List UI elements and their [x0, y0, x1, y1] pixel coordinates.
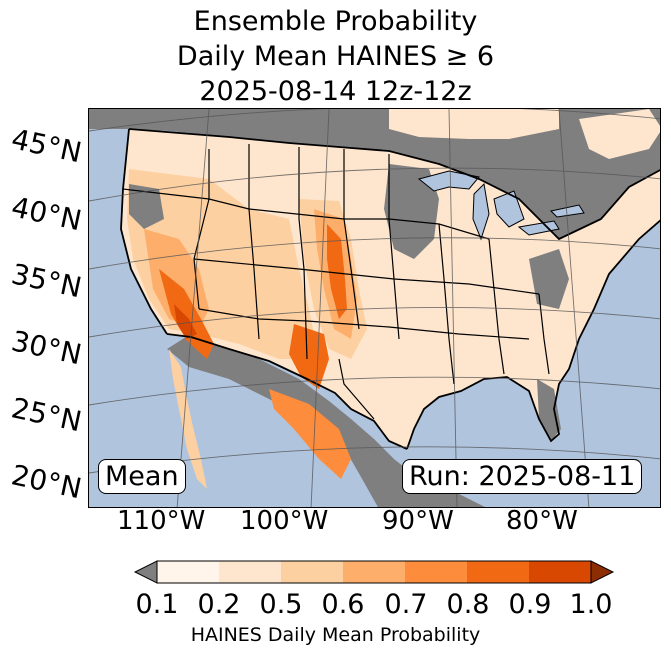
canada-pale-area: [389, 109, 559, 139]
map-panel: Mean Run: 2025-08-11: [88, 108, 661, 508]
us-map-canvas: [89, 109, 660, 507]
map-title-line-2: Daily Mean HAINES ≥ 6: [176, 41, 495, 72]
lon-label-110w: 110°W: [117, 506, 206, 536]
colorbar-tick: 1.0: [569, 589, 613, 620]
colorbar-tick: 0.2: [197, 589, 241, 620]
lat-label-35n: 35°N: [8, 257, 85, 305]
stat-badge: Mean: [98, 459, 186, 494]
national-borders: [120, 128, 660, 450]
colorbar-tick: 0.5: [259, 589, 303, 620]
lon-label-80w: 80°W: [506, 506, 578, 536]
prob-band-0-5: [144, 229, 209, 329]
prob-band-0-8-plains: [327, 224, 347, 319]
colorbar-segment: [157, 561, 219, 583]
colorbar-tick: 0.6: [321, 589, 365, 620]
canada-pale-area-east: [579, 109, 660, 159]
colorbar-segment: [219, 561, 281, 583]
colorbar-label: HAINES Daily Mean Probability: [190, 624, 481, 646]
lat-label-40n: 40°N: [8, 190, 85, 238]
canada-land: [89, 109, 660, 239]
colorbar-tick: 0.8: [446, 589, 490, 620]
colorbar-segment: [467, 561, 529, 583]
colorbar-tick: 0.1: [135, 589, 179, 620]
state-borders: [122, 144, 550, 420]
colorbar: [133, 560, 615, 584]
prob-band-0-8-sw: [159, 269, 214, 359]
mexico-orange: [269, 389, 351, 479]
colorbar-segment: [529, 561, 591, 583]
colorbar-over-arrow: [590, 560, 615, 584]
conus-land: [121, 129, 660, 449]
lon-label-100w: 100°W: [240, 506, 329, 536]
lat-label-30n: 30°N: [8, 324, 85, 372]
colorbar-under-arrow: [133, 560, 158, 584]
colorbar-outline: [156, 560, 592, 584]
baja-peninsula: [169, 349, 207, 489]
map-title-line-3: 2025-08-14 12z-12z: [199, 76, 472, 107]
lat-label-20n: 20°N: [8, 458, 85, 506]
lat-label-45n: 45°N: [8, 122, 85, 170]
lat-label-25n: 25°N: [8, 391, 85, 439]
run-date-badge: Run: 2025-08-11: [402, 459, 643, 494]
graticule: [89, 109, 660, 507]
no-data-patch-west: [129, 184, 164, 229]
great-lakes: [417, 170, 585, 241]
map-title-line-1: Ensemble Probability: [193, 6, 478, 37]
colorbar-tick: 0.9: [508, 589, 552, 620]
colorbar-segment: [343, 561, 405, 583]
lon-label-90w: 90°W: [382, 506, 454, 536]
colorbar-tick: 0.7: [384, 589, 428, 620]
colorbar-segment: [405, 561, 467, 583]
no-data-patch-upper-midwest: [384, 164, 439, 259]
colorbar-segment: [281, 561, 343, 583]
